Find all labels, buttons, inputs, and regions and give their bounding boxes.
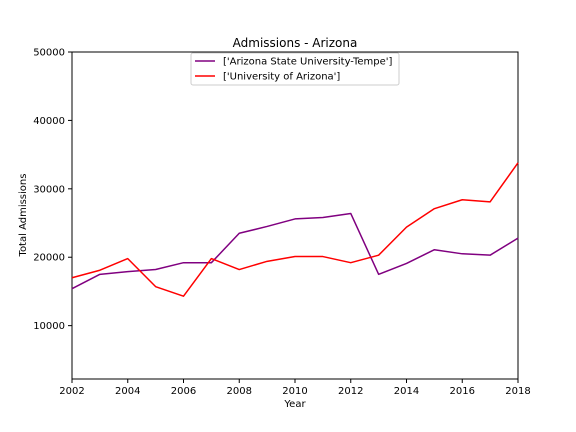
y-tick-label: 10000 (33, 321, 65, 332)
x-tick-label: 2008 (227, 386, 252, 397)
x-axis-label: Year (283, 399, 306, 410)
x-tick-label: 2002 (59, 386, 84, 397)
x-tick-label: 2006 (171, 386, 196, 397)
x-tick-label: 2004 (115, 386, 140, 397)
series-lines (71, 162, 519, 297)
x-tick-label: 2016 (450, 386, 475, 397)
y-axis: 10000 20000 30000 40000 50000 (33, 48, 72, 332)
y-tick-label: 50000 (33, 48, 65, 59)
legend-label-2: ['University of Arizona'] (223, 72, 340, 83)
legend-label-1: ['Arizona State University-Tempe'] (223, 57, 393, 68)
x-tick-label: 2014 (394, 386, 419, 397)
x-tick-label: 2012 (338, 386, 363, 397)
y-tick-label: 20000 (33, 253, 65, 264)
chart-title: Admissions - Arizona (233, 36, 358, 50)
y-tick-label: 30000 (33, 184, 65, 195)
y-tick-label: 40000 (33, 116, 65, 127)
x-tick-label: 2010 (282, 386, 307, 397)
series-line-2 (71, 162, 519, 297)
series-line-1 (71, 212, 519, 290)
x-tick-label: 2018 (505, 386, 530, 397)
x-axis: 2002 2004 2006 2008 2010 2012 2014 2016 2018 (59, 379, 531, 397)
plot-area (71, 51, 519, 380)
legend-box (190, 52, 400, 86)
y-axis-label: Total Admissions (18, 174, 29, 258)
legend: ['Arizona State University-Tempe'] ['Univ… (190, 52, 400, 86)
